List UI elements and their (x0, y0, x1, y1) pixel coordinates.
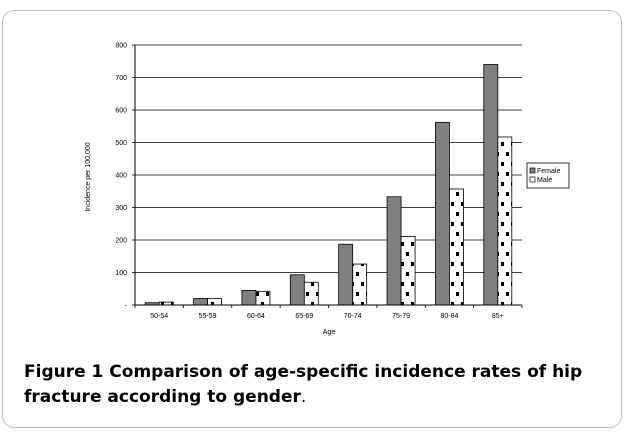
y-tick-label: 100 (115, 270, 127, 277)
y-tick-label: 700 (115, 75, 127, 82)
y-tick-label: - (125, 303, 128, 310)
x-tick-label: 50-54 (150, 313, 168, 320)
y-tick-label: 800 (115, 43, 127, 50)
caption-text: Comparison of age-specific incidence rat… (24, 362, 583, 407)
x-tick-labels: 50-54 55-59 60-64 65-69 70-74 75-79 80-84 85+ (150, 313, 504, 320)
bar-chart: - 100 200 300 400 500 600 700 800 50-54 55-59 60-6… (85, 43, 570, 336)
x-tick-label: 85+ (492, 313, 504, 320)
y-tick-label: 300 (115, 205, 127, 212)
bars (144, 64, 513, 306)
y-tick-label: 600 (115, 108, 127, 115)
bar-male-60-64 (255, 290, 271, 306)
x-axis-label: Age (323, 329, 336, 336)
legend: Female Male (526, 162, 570, 189)
legend-box (526, 162, 570, 189)
legend-label-female: Female (537, 168, 560, 175)
x-tick-label: 60-64 (247, 313, 265, 320)
bar-male-80-84 (449, 188, 464, 306)
bar-male-70-74 (352, 263, 368, 306)
x-tick-label: 70-74 (344, 313, 362, 320)
legend-label-male: Male (537, 177, 552, 184)
bar-female-75-79 (386, 196, 402, 306)
caption-label: Figure 1 (24, 362, 104, 382)
bar-female-70-74 (338, 243, 354, 306)
bar-male-65-69 (303, 281, 319, 306)
figure-frame (2, 10, 622, 428)
y-tick-label: 500 (115, 140, 127, 147)
y-axis-label: Incidence per 100,000 (85, 142, 92, 211)
bar-male-55-59 (207, 298, 222, 306)
bar-female-55-59 (193, 298, 208, 306)
legend-swatch-female (529, 167, 536, 174)
grid-lines (135, 44, 522, 273)
y-tick-label: 400 (115, 173, 127, 180)
figure-caption: Figure 1 Comparison of age-specific inci… (24, 360, 604, 410)
caption-end: . (300, 387, 307, 407)
y-tick-label: 200 (115, 238, 127, 245)
bar-female-60-64 (241, 289, 257, 306)
x-tick-label: 65-69 (295, 313, 313, 320)
x-tick-label: 80-84 (440, 313, 458, 320)
bar-female-65-69 (289, 274, 305, 306)
bar-male-85+ (497, 136, 513, 306)
bar-female-80-84 (435, 121, 450, 306)
axes (132, 44, 523, 308)
bar-female-85+ (483, 64, 499, 306)
x-tick-label: 55-59 (199, 313, 217, 320)
bar-male-75-79 (400, 236, 416, 306)
x-tick-label: 75-79 (392, 313, 410, 320)
legend-swatch-male (529, 176, 536, 183)
y-tick-labels: - 100 200 300 400 500 600 700 800 (115, 43, 127, 310)
